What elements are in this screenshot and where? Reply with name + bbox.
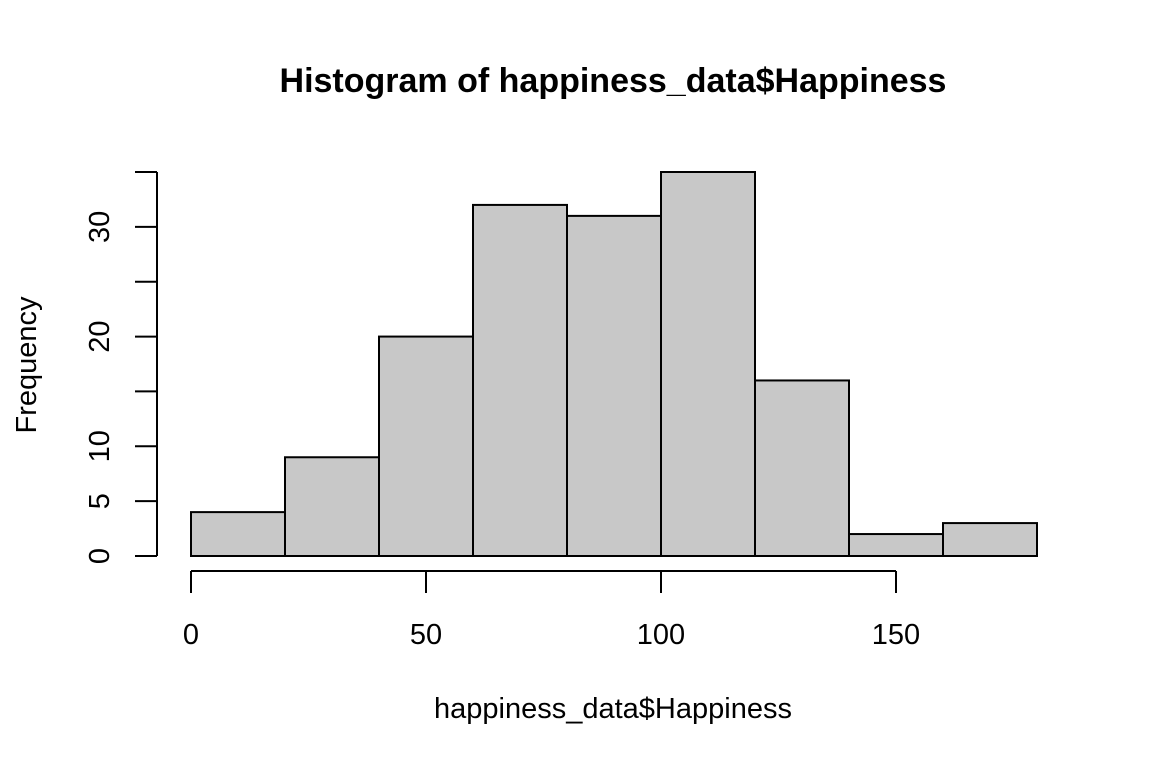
x-axis-title: happiness_data$Happiness xyxy=(434,693,792,725)
x-tick-label: 100 xyxy=(637,619,685,651)
x-tick-label: 50 xyxy=(410,619,442,651)
histogram-bar xyxy=(284,456,380,557)
chart-title: Histogram of happiness_data$Happiness xyxy=(280,62,947,100)
histogram-bar xyxy=(190,511,286,557)
histogram-bar xyxy=(942,522,1038,557)
histogram-bar xyxy=(660,171,756,557)
bars-group xyxy=(190,171,1038,558)
y-axis-title: Frequency xyxy=(11,296,43,434)
x-tick-label: 0 xyxy=(183,619,199,651)
y-tick-label: 30 xyxy=(84,211,116,243)
y-tick-label: 0 xyxy=(84,548,116,564)
x-tick-label: 150 xyxy=(872,619,920,651)
y-tick-label: 10 xyxy=(84,430,116,462)
histogram-bar xyxy=(566,214,662,557)
histogram-bar xyxy=(378,335,474,558)
histogram-bar xyxy=(472,203,568,558)
histogram-bar xyxy=(848,533,944,557)
y-axis: 0 5 10 20 30 xyxy=(84,171,158,564)
x-axis: 0 50 100 150 xyxy=(183,570,920,651)
y-tick-label: 5 xyxy=(84,493,116,509)
y-tick-label: 20 xyxy=(84,320,116,352)
histogram-bar xyxy=(754,379,850,558)
